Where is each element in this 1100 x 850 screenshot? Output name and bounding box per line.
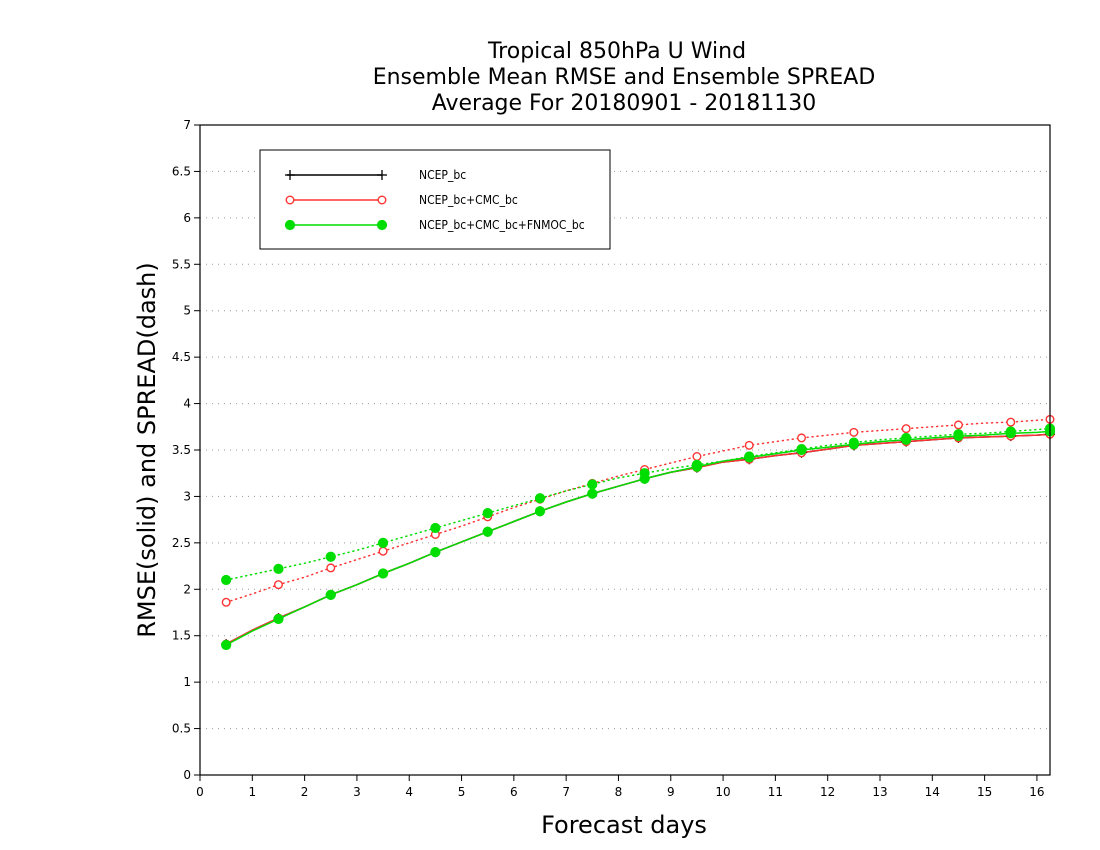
x-tick-label: 15 <box>977 785 992 799</box>
spread-line-1 <box>225 418 1051 604</box>
rmse-point-2 <box>430 547 441 558</box>
spread-point-1 <box>221 597 231 607</box>
rmse-line-2 <box>225 430 1051 646</box>
spread-point-2 <box>430 522 441 534</box>
legend-marker-start <box>284 219 296 231</box>
rmse-point-2 <box>221 639 232 651</box>
spread-point-1 <box>953 420 963 430</box>
y-tick-label: 7 <box>183 118 191 132</box>
rmse-point-2 <box>377 568 389 579</box>
spread-point-1 <box>692 452 702 462</box>
rmse-point-2 <box>691 461 703 472</box>
x-tick-label: 5 <box>458 785 466 799</box>
x-tick-label: 13 <box>872 785 887 799</box>
x-tick-labels: 0 1 2 3 4 5 6 7 8 9 10 11 12 13 14 15 16 <box>196 785 1044 799</box>
x-tick-label: 8 <box>615 785 623 799</box>
legend-marker-start <box>285 195 295 205</box>
y-tick-label: 4.5 <box>172 350 191 364</box>
rmse-point-2 <box>796 444 807 456</box>
y-tick-label: 0 <box>183 768 191 782</box>
y-tick-label: 6.5 <box>172 164 191 178</box>
x-tick-label: 1 <box>248 785 256 799</box>
x-tick-label: 12 <box>820 785 835 799</box>
spread-point-1 <box>901 424 911 434</box>
legend-label: NCEP_bc <box>419 168 466 182</box>
x-tick-label: 11 <box>768 785 783 799</box>
spread-line-2 <box>225 427 1051 581</box>
y-tick-label: 2.5 <box>172 536 191 550</box>
legend: NCEP_bc NCEP_bc+CMC_bc NCEP_bc+CMC_bc+FNMO… <box>259 149 611 250</box>
x-tick-label: 2 <box>301 785 309 799</box>
rmse-point-2 <box>482 526 493 537</box>
y-tick-label: 2 <box>183 582 191 596</box>
rmse-point-2 <box>953 430 964 442</box>
legend-marker-end <box>376 219 388 231</box>
legend-marker-start <box>285 170 295 180</box>
x-tick-label: 3 <box>353 785 361 799</box>
plot-frame <box>199 124 1051 776</box>
x-tick-label: 7 <box>562 785 570 799</box>
y-tick-label: 4 <box>183 397 191 411</box>
chart-title-line-3: Average For 20180901 - 20181130 <box>432 91 817 116</box>
legend-marker-end <box>377 170 387 180</box>
rmse-point-2 <box>534 506 546 517</box>
x-tick-label: 10 <box>715 785 730 799</box>
x-tick-label: 14 <box>925 785 940 799</box>
axes <box>194 124 1038 781</box>
y-tick-label: 6 <box>183 211 191 225</box>
y-tick-label: 3.5 <box>172 443 191 457</box>
rmse-line-0 <box>225 433 1051 645</box>
chart-title-line-1: Tropical 850hPa U Wind <box>487 39 746 64</box>
rmse-line-1 <box>225 433 1051 645</box>
chart-title: Tropical 850hPa U Wind Ensemble Mean RMS… <box>373 39 876 116</box>
spread-point-1 <box>326 563 336 573</box>
x-axis-label: Forecast days <box>541 811 707 839</box>
y-tick-label: 3 <box>183 489 191 503</box>
y-tick-label: 1 <box>183 675 191 689</box>
spread-point-1 <box>744 440 754 450</box>
spread-point-2 <box>587 479 598 490</box>
spread-point-1 <box>378 546 388 556</box>
rmse-point-2 <box>744 452 755 463</box>
rmse-point-2 <box>1005 428 1016 439</box>
rmse-point-2 <box>848 439 859 450</box>
legend-marker-end <box>377 195 387 205</box>
rmse-point-2 <box>901 434 912 445</box>
spread-point-2 <box>482 508 493 519</box>
spread-point-2 <box>273 563 284 574</box>
x-tick-label: 0 <box>196 785 204 799</box>
y-axis-label: RMSE(solid) and SPREAD(dash) <box>133 262 161 638</box>
spread-point-2 <box>325 551 336 562</box>
legend-label: NCEP_bc+CMC_bc <box>419 193 518 207</box>
spread-point-2 <box>377 537 389 548</box>
x-tick-label: 6 <box>510 785 518 799</box>
y-tick-label: 5.5 <box>172 257 191 271</box>
legend-label: NCEP_bc+CMC_bc+FNMOC_bc <box>419 218 585 232</box>
spread-point-1 <box>1006 417 1016 427</box>
y-tick-label: 0.5 <box>172 722 191 736</box>
chart-title-line-2: Ensemble Mean RMSE and Ensemble SPREAD <box>373 65 876 90</box>
x-tick-label: 16 <box>1029 785 1044 799</box>
y-tick-label: 5 <box>183 304 191 318</box>
rmse-point-2 <box>273 613 284 625</box>
rmse-point-2 <box>587 488 598 499</box>
spread-point-1 <box>849 427 859 437</box>
y-tick-label: 1.5 <box>172 629 191 643</box>
rmse-point-2 <box>325 589 336 600</box>
y-tick-labels: 0 0.5 1 1.5 2 2.5 3 3.5 4 4.5 5 5.5 6 6.5 7 <box>172 118 191 782</box>
spread-point-1 <box>273 580 283 590</box>
spread-point-2 <box>534 493 546 504</box>
y-gridlines <box>200 170 1050 730</box>
x-tick-label: 4 <box>405 785 413 799</box>
data-series <box>221 414 1056 651</box>
spread-point-2 <box>221 574 232 586</box>
spread-point-1 <box>797 433 807 443</box>
x-tick-label: 9 <box>667 785 675 799</box>
rmse-point-2 <box>639 473 650 484</box>
